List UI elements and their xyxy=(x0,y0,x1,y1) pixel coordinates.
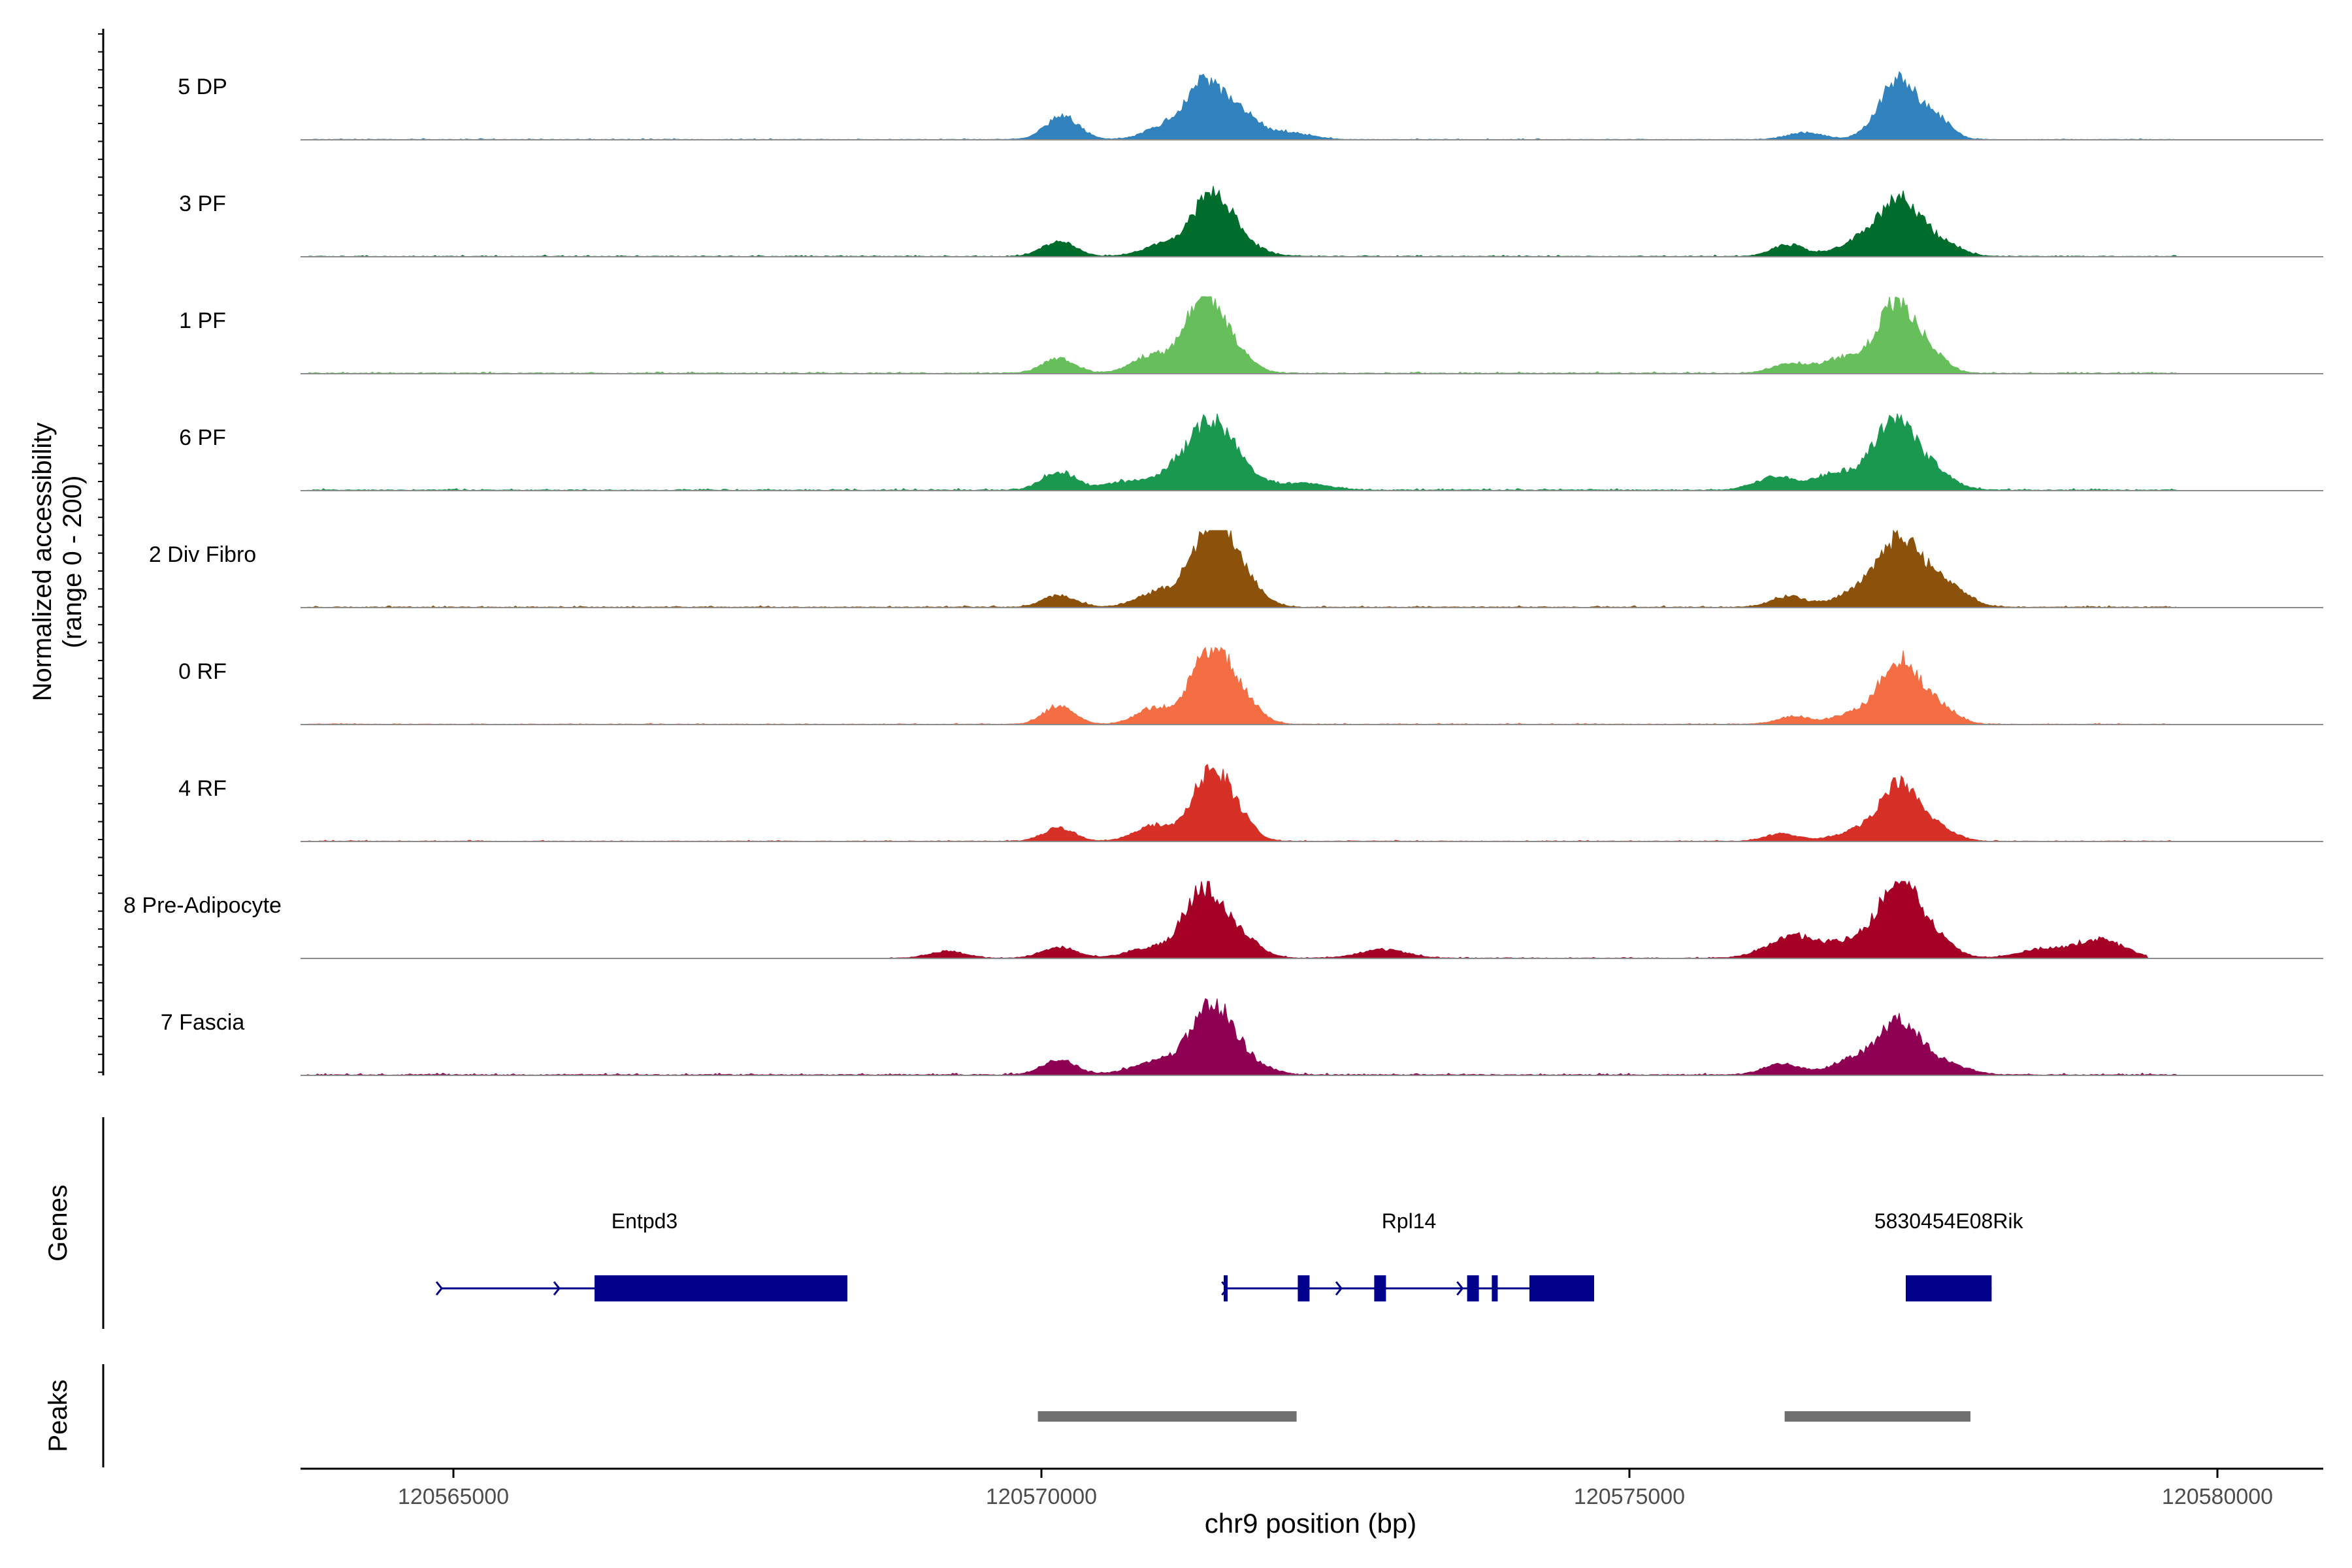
peak-region xyxy=(1784,1411,1970,1422)
gene-entpd3: Entpd3 xyxy=(435,1209,847,1301)
track-6-pf: 6 PF xyxy=(179,413,2323,491)
track-label: 3 PF xyxy=(179,191,226,216)
gene-track: Entpd3 Rpl14 5830454E08Rik xyxy=(435,1209,2024,1301)
x-axis-label: chr9 position (bp) xyxy=(1205,1508,1417,1539)
x-tick-label: 120580000 xyxy=(2162,1484,2273,1509)
track-label: 1 PF xyxy=(179,308,226,333)
y-axis-label-line2: (range 0 - 200) xyxy=(58,476,87,649)
gene-exon xyxy=(1467,1275,1479,1301)
y-axis-label-line1: Normalized accessibility xyxy=(28,423,57,702)
x-tick-label: 120570000 xyxy=(986,1484,1097,1509)
track-4-rf: 4 RF xyxy=(178,764,2323,842)
track-8-pre-adipocyte: 8 Pre-Adipocyte xyxy=(123,880,2323,959)
strand-arrow xyxy=(435,1281,443,1296)
strand-arrow xyxy=(1221,1281,1229,1296)
track-0-rf: 0 RF xyxy=(178,646,2323,725)
strand-arrow xyxy=(1456,1281,1464,1296)
gene-label: Entpd3 xyxy=(612,1209,678,1233)
genes-track-label: Genes xyxy=(44,1184,73,1262)
strand-arrow xyxy=(553,1281,561,1296)
gene-exon xyxy=(595,1275,847,1301)
coverage-y-axis xyxy=(98,29,105,1075)
gene-exon xyxy=(1374,1275,1386,1301)
track-label: 6 PF xyxy=(179,425,226,450)
gene-exon xyxy=(1906,1275,1992,1301)
track-label: 4 RF xyxy=(178,776,227,801)
gene-5830454e08rik: 5830454E08Rik xyxy=(1874,1209,2024,1301)
x-tick-label: 120575000 xyxy=(1574,1484,1685,1509)
track-label: 0 RF xyxy=(178,659,227,684)
track-label: 7 Fascia xyxy=(161,1010,245,1035)
peak-track xyxy=(1037,1411,1970,1422)
track-label: 8 Pre-Adipocyte xyxy=(123,893,282,918)
peaks-track-label: Peaks xyxy=(44,1379,73,1452)
gene-rpl14: Rpl14 xyxy=(1221,1209,1594,1301)
track-3-pf: 3 PF xyxy=(179,186,2323,257)
track-2-div-fibro: 2 Div Fibro xyxy=(149,529,2323,608)
gene-exon xyxy=(1224,1275,1228,1301)
x-axis-ticks: 120565000 120570000 120575000 120580000 xyxy=(398,1469,2273,1509)
x-tick-label: 120565000 xyxy=(398,1484,509,1509)
gene-exon xyxy=(1492,1275,1498,1301)
strand-arrow xyxy=(1335,1281,1343,1296)
track-5-dp: 5 DP xyxy=(178,71,2323,140)
track-label: 5 DP xyxy=(178,74,227,99)
peak-region xyxy=(1037,1411,1297,1422)
coverage-tracks: 5 DP 3 PF 1 PF 6 PF 2 Div Fibro 0 RF 4 RF 8 Pre… xyxy=(123,71,2323,1076)
track-label: 2 Div Fibro xyxy=(149,542,256,567)
gene-label: 5830454E08Rik xyxy=(1874,1209,2024,1233)
track-7-fascia: 7 Fascia xyxy=(161,998,2323,1076)
gene-exon xyxy=(1529,1275,1594,1301)
gene-label: Rpl14 xyxy=(1382,1209,1437,1233)
track-1-pf: 1 PF xyxy=(179,296,2323,374)
gene-exon xyxy=(1298,1275,1310,1301)
